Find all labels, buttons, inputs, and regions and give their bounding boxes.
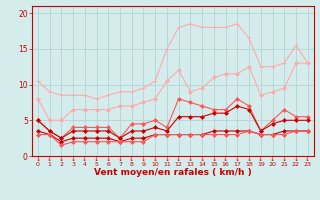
X-axis label: Vent moyen/en rafales ( km/h ): Vent moyen/en rafales ( km/h ) — [94, 168, 252, 177]
